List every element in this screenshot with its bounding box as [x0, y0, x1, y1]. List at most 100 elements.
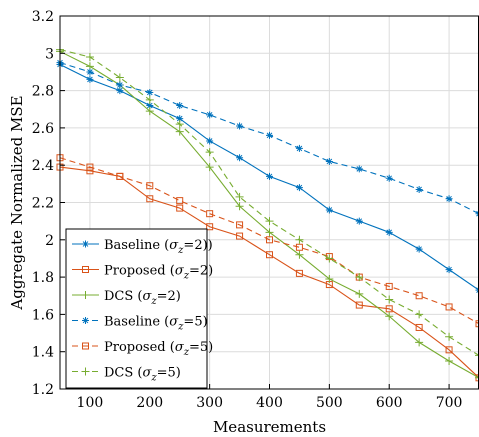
data-point: [206, 210, 214, 218]
legend-marker: [82, 240, 89, 248]
data-point: [445, 266, 453, 274]
data-point: [145, 107, 154, 116]
data-point: [295, 250, 304, 259]
data-point: [445, 332, 454, 341]
series-line: [59, 157, 479, 325]
legend-item: Baseline (σz=2)): [72, 238, 213, 256]
legend-marker: [81, 367, 90, 376]
y-tick-label: 3: [45, 46, 54, 62]
data-point: [415, 310, 424, 319]
data-point: [266, 172, 273, 180]
data-point: [445, 346, 453, 354]
data-point: [176, 102, 184, 110]
data-point: [146, 195, 154, 203]
data-point: [355, 289, 364, 298]
data-point: [146, 102, 154, 110]
y-tick-label: 2.4: [32, 158, 54, 174]
legend-item: DCS (σz=2): [72, 289, 181, 307]
legend-marker: [82, 342, 89, 350]
data-point: [475, 351, 479, 360]
data-point: [206, 137, 214, 145]
series-line: [59, 166, 479, 379]
data-point: [325, 274, 334, 283]
data-point: [385, 312, 394, 321]
data-point: [355, 165, 363, 173]
data-point: [86, 68, 94, 76]
y-tick-label: 2: [45, 233, 54, 249]
data-point: [236, 154, 244, 162]
legend-label: Proposed (σz=5): [104, 340, 213, 358]
series-6: [56, 45, 479, 360]
legend-item: DCS (σz=5): [72, 366, 181, 384]
legend-marker: [82, 317, 89, 324]
data-point: [116, 172, 124, 180]
grid-layer: [60, 16, 479, 389]
data-point: [415, 323, 423, 331]
y-tick-label: 1.2: [32, 382, 54, 398]
data-point: [206, 111, 214, 119]
data-point: [86, 75, 94, 83]
data-point: [176, 115, 184, 123]
data-point: [415, 245, 423, 253]
x-tick-label: 700: [436, 395, 463, 411]
data-point: [86, 167, 94, 175]
x-axis-label: Measurements: [213, 418, 326, 436]
data-point: [355, 217, 363, 225]
data-point: [385, 174, 393, 182]
data-point: [415, 185, 423, 193]
data-point: [385, 305, 393, 313]
y-tick-label: 2.6: [32, 121, 54, 137]
data-point: [295, 269, 303, 277]
data-point: [265, 217, 274, 226]
data-point: [176, 197, 184, 205]
data-point: [445, 195, 453, 203]
y-tick-label: 2.2: [32, 196, 54, 212]
x-tick-label: 300: [196, 395, 223, 411]
data-point: [176, 204, 184, 212]
data-point: [175, 127, 184, 136]
data-point: [355, 273, 364, 282]
legend-marker: [82, 266, 89, 273]
data-point: [235, 192, 244, 201]
legend-label: Baseline (σz=2)): [104, 238, 213, 256]
series-layer: [56, 45, 479, 382]
data-point: [146, 88, 154, 96]
data-point: [115, 73, 124, 82]
data-point: [86, 163, 94, 171]
data-point: [236, 122, 244, 130]
data-point: [385, 228, 393, 236]
data-point: [265, 228, 274, 237]
legend-marker: [81, 291, 90, 299]
data-point: [445, 357, 454, 366]
data-point: [295, 243, 303, 251]
y-axis-label: Aggregate Normalized MSE: [8, 95, 26, 310]
legend-label: Baseline (σz=5): [104, 315, 208, 333]
y-tick-label: 1.8: [32, 270, 54, 286]
data-point: [235, 202, 244, 211]
data-point: [445, 303, 453, 311]
data-point: [325, 254, 334, 263]
data-point: [205, 148, 214, 157]
data-point: [266, 131, 273, 139]
data-point: [355, 301, 363, 309]
data-point: [266, 251, 273, 259]
x-tick-label: 500: [316, 395, 343, 411]
y-tick-label: 1.6: [32, 307, 54, 323]
data-point: [295, 235, 304, 244]
y-tick-label: 1.4: [32, 345, 54, 361]
data-point: [385, 282, 393, 290]
legend-label: DCS (σz=5): [104, 366, 181, 384]
data-point: [266, 236, 273, 244]
data-point: [116, 81, 124, 89]
legend-box: [65, 228, 208, 389]
data-point: [415, 338, 424, 347]
data-point: [385, 295, 394, 304]
legend-item: Proposed (σz=2): [72, 264, 213, 282]
x-tick-label: 400: [256, 395, 283, 411]
data-point: [85, 53, 94, 62]
data-point: [295, 144, 303, 152]
data-point: [325, 157, 333, 165]
tick-layer: 1.2 1.4 1.6 1.8 2 2.2 2.4 2.6 2.8 3 3.2 100 200 300 40…: [32, 9, 463, 411]
y-tick-label: 3.2: [32, 9, 54, 25]
data-point: [475, 373, 479, 382]
